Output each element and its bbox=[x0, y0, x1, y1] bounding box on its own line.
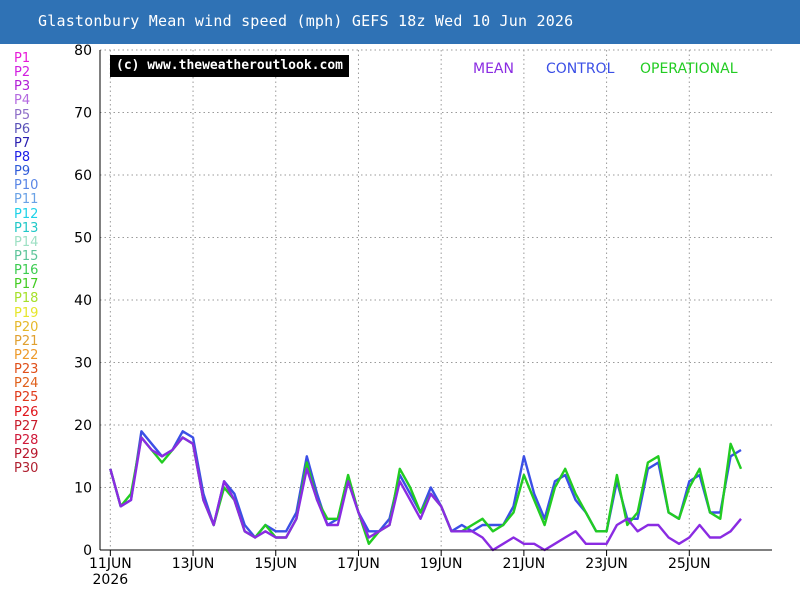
legend-mean: MEAN bbox=[473, 61, 514, 77]
series-line-mean bbox=[109, 436, 742, 552]
x-tick-sublabel: 2026 bbox=[93, 572, 129, 588]
legend-item-p12: P12 bbox=[14, 206, 39, 222]
legend-item-p24: P24 bbox=[14, 376, 39, 392]
y-tick-label: 80 bbox=[74, 43, 92, 59]
y-tick-label: 20 bbox=[74, 418, 92, 434]
y-tick-label: 70 bbox=[74, 106, 92, 122]
legend-item-p3: P3 bbox=[14, 79, 31, 95]
y-tick-label: 40 bbox=[74, 293, 92, 309]
legend-item-p26: P26 bbox=[14, 404, 39, 420]
x-tick-label: 11JUN bbox=[89, 556, 132, 572]
x-tick-label: 19JUN bbox=[420, 556, 463, 572]
legend-item-p8: P8 bbox=[14, 149, 31, 165]
legend-item-p27: P27 bbox=[14, 418, 39, 434]
legend-item-p9: P9 bbox=[14, 164, 31, 180]
legend-operational: OPERATIONAL bbox=[640, 61, 738, 77]
legend-item-p17: P17 bbox=[14, 277, 39, 293]
x-tick-label: 13JUN bbox=[172, 556, 215, 572]
legend-item-p20: P20 bbox=[14, 319, 39, 335]
x-tick-label: 25JUN bbox=[668, 556, 711, 572]
y-tick-label: 10 bbox=[74, 481, 92, 497]
legend-item-p6: P6 bbox=[14, 121, 31, 137]
y-tick-label: 0 bbox=[83, 543, 92, 559]
y-tick-label: 50 bbox=[74, 231, 92, 247]
legend-item-p2: P2 bbox=[14, 65, 31, 81]
legend-item-p13: P13 bbox=[14, 220, 39, 236]
legend-item-p15: P15 bbox=[14, 248, 39, 264]
x-tick-label: 23JUN bbox=[585, 556, 628, 572]
member-legend: P1 P2 P3 P4 P5 P6 P7 P8 P9 P10 P11 P12 P13 P14 P15 P16 P… bbox=[14, 51, 54, 477]
credit-label: (c) www.theweatheroutlook.com bbox=[110, 55, 349, 77]
legend-item-p29: P29 bbox=[14, 446, 39, 462]
legend-item-p16: P16 bbox=[14, 263, 39, 279]
legend-item-p28: P28 bbox=[14, 432, 39, 448]
x-tick-label: 15JUN bbox=[254, 556, 297, 572]
legend-item-p18: P18 bbox=[14, 291, 39, 307]
legend-item-p1: P1 bbox=[14, 51, 31, 66]
legend-item-p5: P5 bbox=[14, 107, 31, 123]
y-tick-label: 60 bbox=[74, 168, 92, 184]
legend-control: CONTROL bbox=[546, 61, 615, 77]
legend-item-p10: P10 bbox=[14, 178, 39, 194]
title-bar: Glastonbury Mean wind speed (mph) GEFS 1… bbox=[0, 0, 800, 44]
legend-item-p30: P30 bbox=[14, 461, 39, 477]
legend-item-p25: P25 bbox=[14, 390, 39, 406]
legend-item-p23: P23 bbox=[14, 362, 39, 378]
legend-item-p19: P19 bbox=[14, 305, 39, 321]
x-tick-label: 21JUN bbox=[503, 556, 546, 572]
series-line-control bbox=[109, 430, 742, 539]
legend-item-p21: P21 bbox=[14, 333, 39, 349]
chart-title: Glastonbury Mean wind speed (mph) GEFS 1… bbox=[38, 12, 574, 30]
x-tick-label: 17JUN bbox=[337, 556, 380, 572]
legend-item-p22: P22 bbox=[14, 347, 39, 363]
legend-item-p11: P11 bbox=[14, 192, 39, 208]
series-line-operational bbox=[109, 436, 743, 545]
legend-item-p4: P4 bbox=[14, 93, 31, 109]
y-tick-label: 30 bbox=[74, 356, 92, 372]
legend-item-p7: P7 bbox=[14, 135, 31, 151]
legend-item-p14: P14 bbox=[14, 234, 39, 250]
